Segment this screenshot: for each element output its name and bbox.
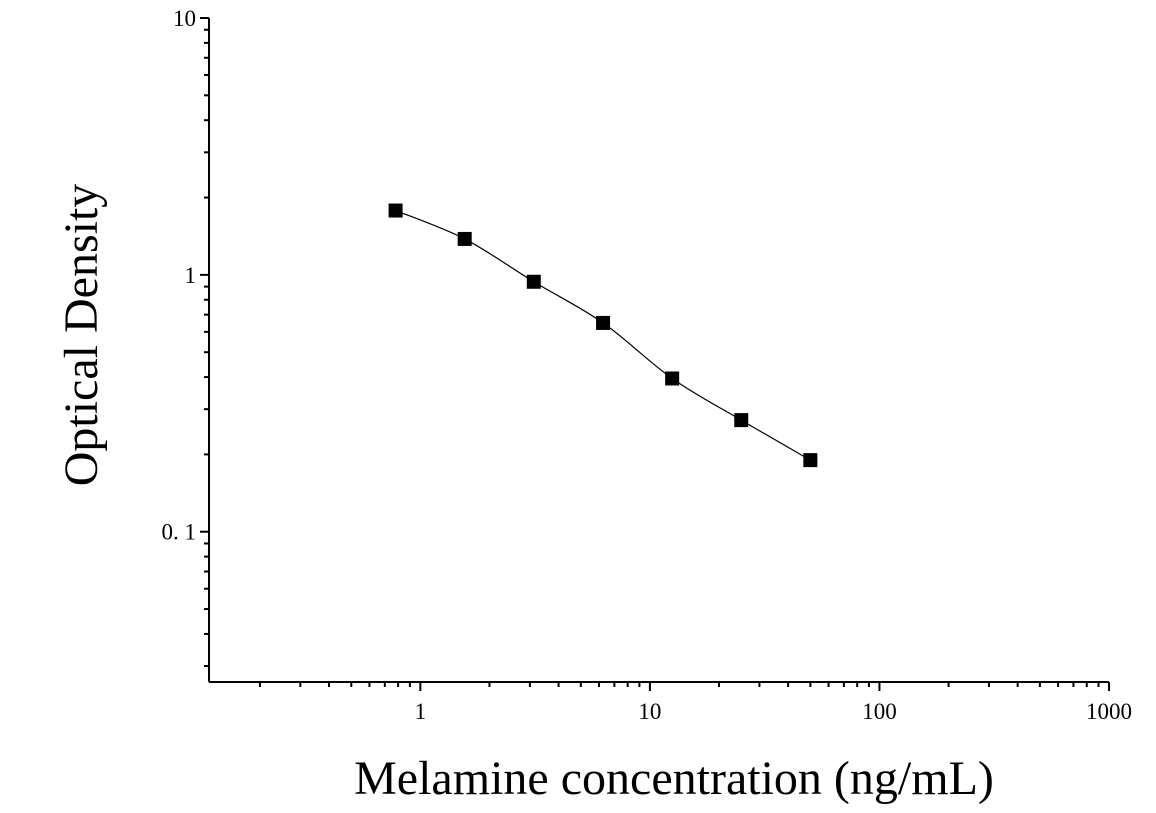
data-point <box>665 371 680 386</box>
tick-labels: 1 10 100 1000 0. 1 1 10 <box>162 6 1133 724</box>
data-point <box>388 203 403 218</box>
data-point <box>457 231 472 246</box>
minor-ticks <box>204 28 1100 687</box>
axes <box>208 18 1109 683</box>
y-tick-label: 0. 1 <box>162 520 197 545</box>
y-tick-label: 10 <box>173 6 196 31</box>
data-point <box>803 453 818 468</box>
y-axis-title: Optical Density <box>55 184 108 487</box>
data-point <box>596 315 611 330</box>
x-tick-label: 1 <box>415 699 427 724</box>
x-tick-label: 10 <box>638 699 661 724</box>
y-tick-label: 1 <box>185 263 197 288</box>
data-markers <box>388 203 818 468</box>
x-axis-title: Melamine concentration (ng/mL) <box>354 752 994 805</box>
x-tick-label: 100 <box>862 699 897 724</box>
major-ticks <box>200 17 1110 691</box>
x-tick-label: 1000 <box>1086 699 1132 724</box>
data-point <box>734 413 749 428</box>
data-point <box>526 274 541 289</box>
